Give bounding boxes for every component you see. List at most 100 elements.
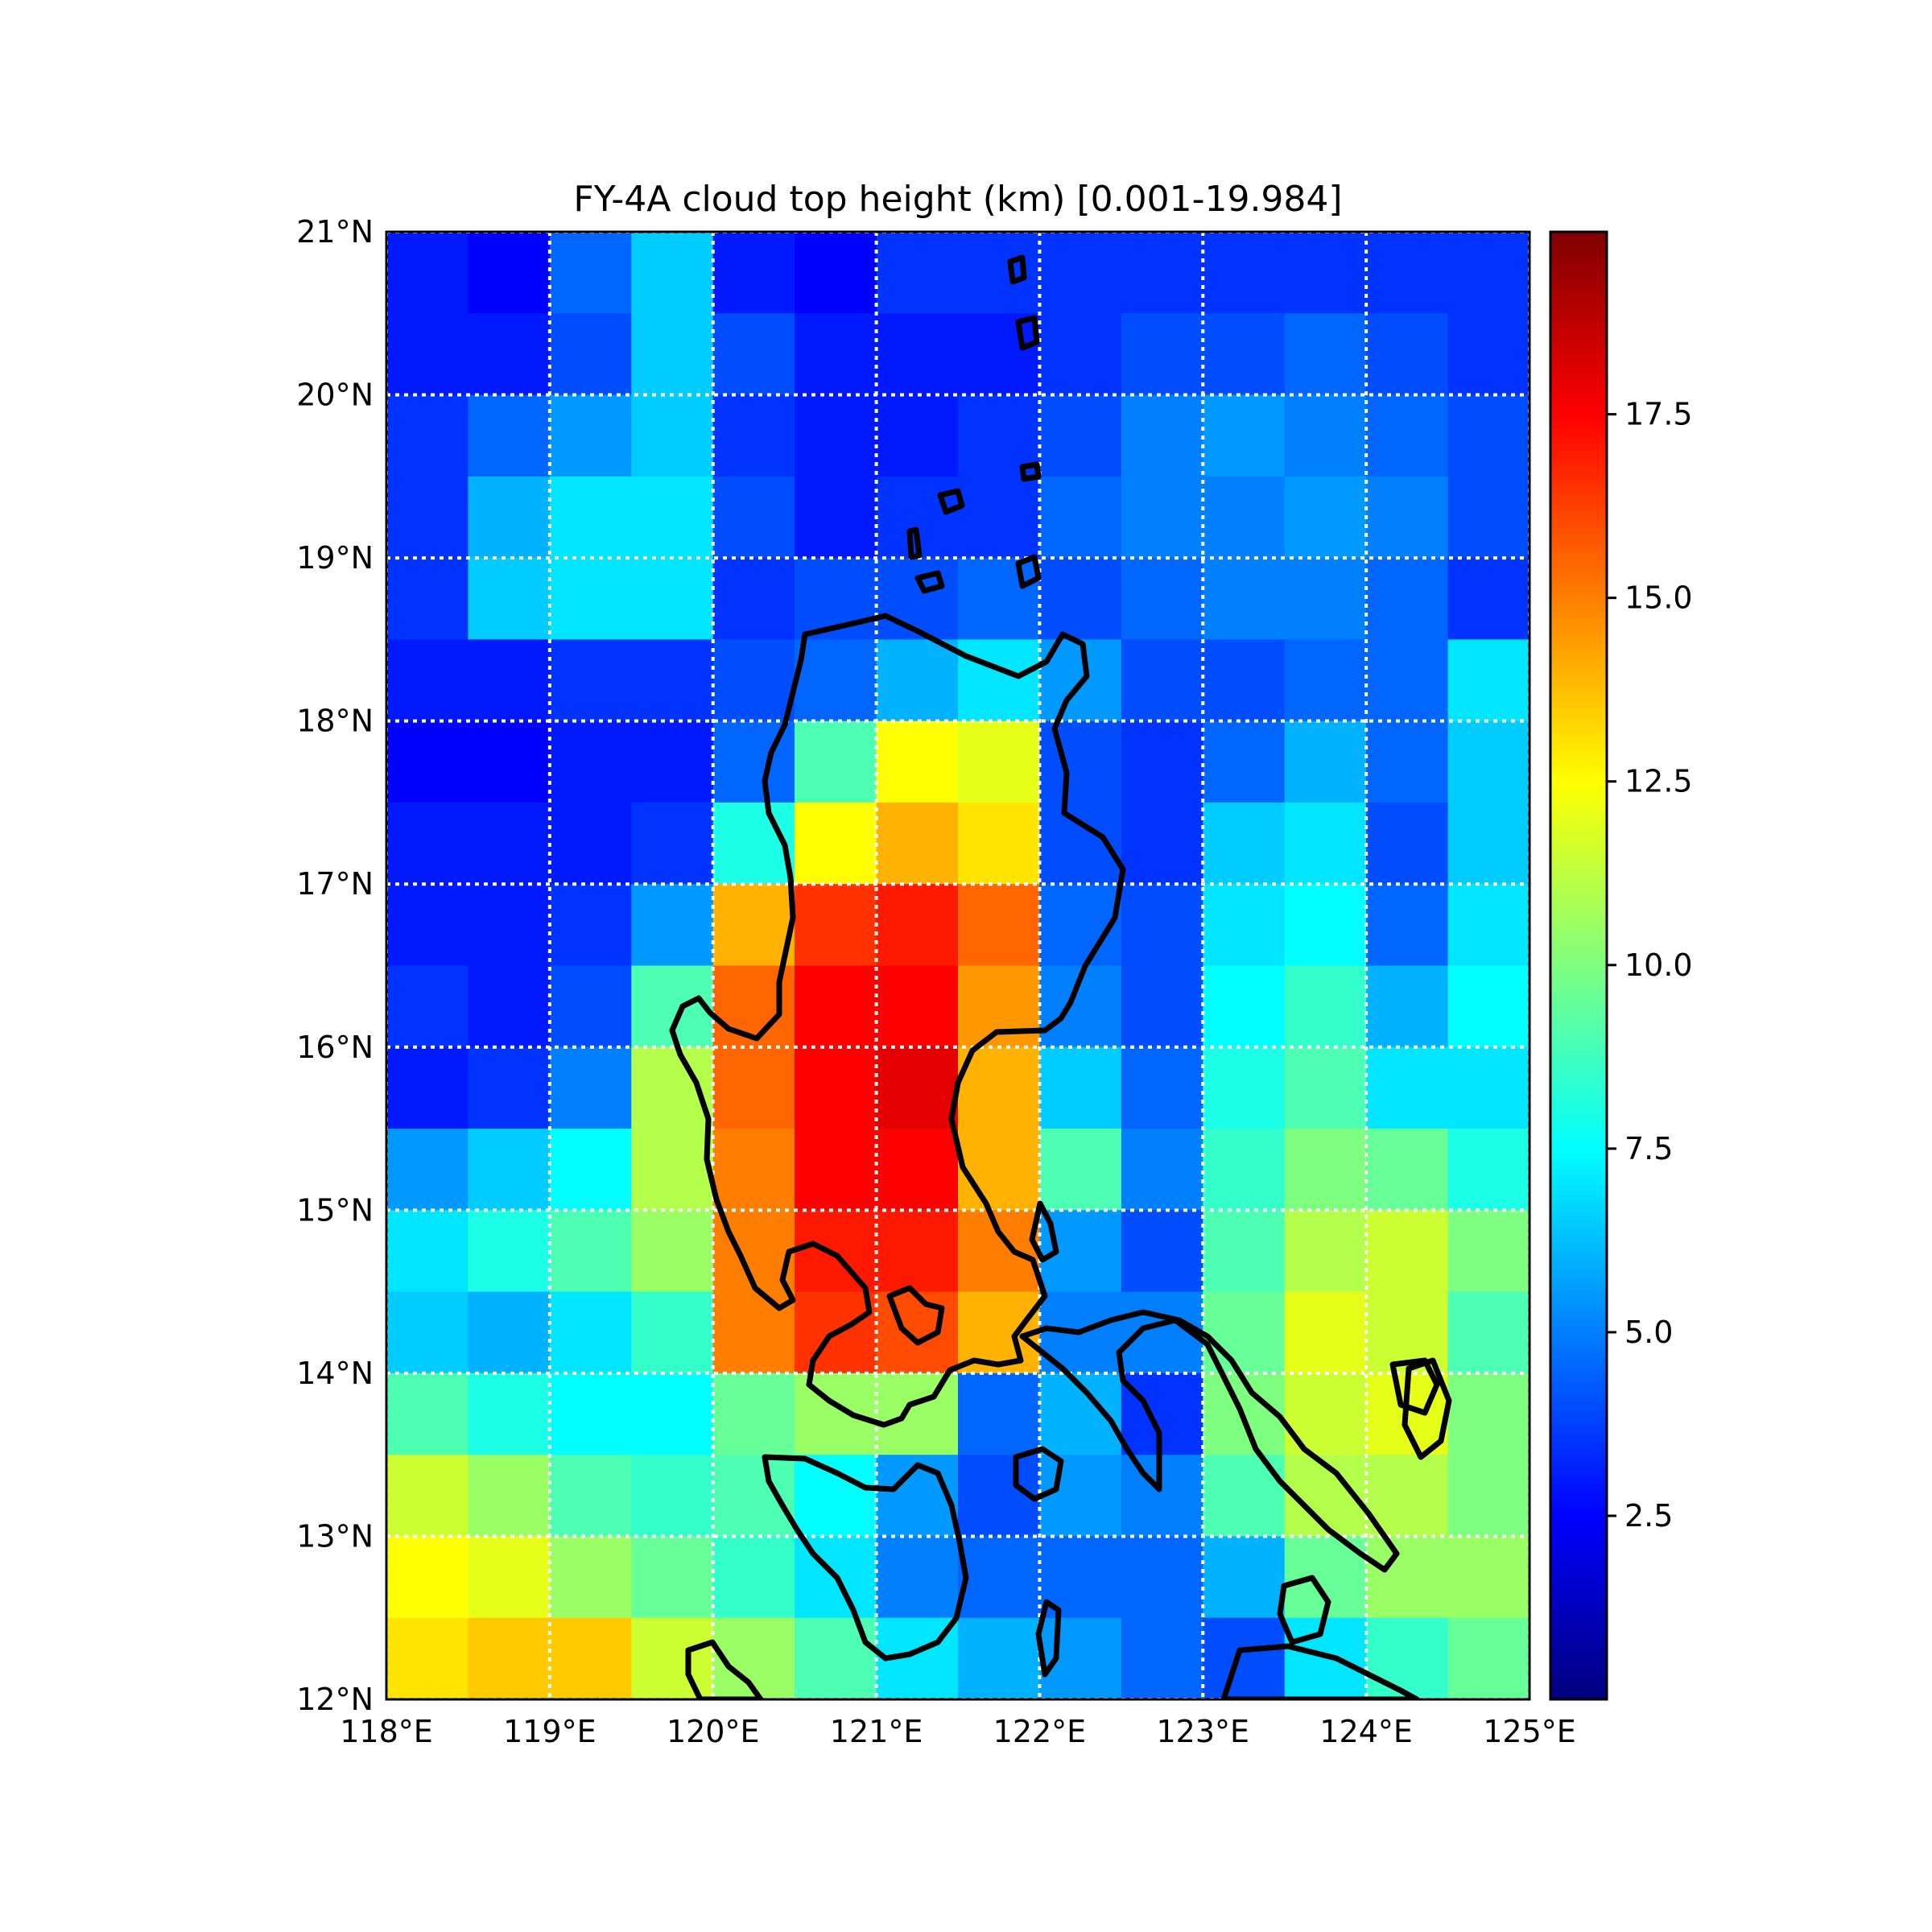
heat-cell	[1121, 965, 1203, 1048]
heat-cell	[1039, 394, 1122, 477]
heat-cell	[1284, 1129, 1367, 1211]
heat-cell	[1121, 639, 1203, 722]
coastline-laguna-lake	[886, 1285, 945, 1346]
heat-cell	[1121, 232, 1203, 314]
heat-cell	[1121, 884, 1203, 967]
heat-cell	[795, 802, 877, 885]
heat-cell	[958, 639, 1040, 722]
heat-cell	[795, 1455, 877, 1538]
heat-cell	[468, 1210, 551, 1293]
heat-cell	[876, 1046, 959, 1129]
heat-cell	[876, 1291, 959, 1374]
heat-cell	[795, 884, 877, 967]
heat-cell	[1447, 639, 1530, 722]
heat-cell	[468, 313, 551, 396]
heat-cell	[712, 1455, 795, 1538]
heat-cell	[876, 313, 959, 396]
heat-cell	[1039, 313, 1122, 396]
heat-cell	[549, 1210, 632, 1293]
heat-cell	[1366, 1046, 1449, 1129]
heat-cell	[1203, 720, 1286, 803]
heat-cell	[468, 884, 551, 967]
heat-cell	[468, 1536, 551, 1619]
heat-cell	[1284, 1291, 1367, 1374]
heat-cell	[1447, 1129, 1530, 1211]
heat-cell	[386, 802, 469, 885]
heat-cell	[795, 394, 877, 477]
map-plot-area	[386, 232, 1530, 1699]
heat-cell	[631, 313, 714, 396]
x-tick-label: 119°E	[503, 1714, 597, 1749]
y-tick-label: 19°N	[296, 540, 374, 576]
coastline-calamian	[685, 1639, 764, 1699]
heat-cell	[1447, 1455, 1530, 1538]
heat-cell	[468, 802, 551, 885]
heat-cell	[631, 802, 714, 885]
heat-cell	[1366, 802, 1449, 885]
heat-cell	[1447, 394, 1530, 477]
colorbar-tick-label: 10.0	[1624, 947, 1693, 983]
y-tick-label: 20°N	[296, 378, 374, 413]
heat-cell	[1366, 1536, 1449, 1619]
heat-cell	[468, 1617, 551, 1699]
heat-cell	[386, 232, 469, 314]
heat-cell	[958, 1373, 1040, 1455]
heat-cell	[712, 1536, 795, 1619]
heat-cell	[1039, 1455, 1122, 1538]
heat-cell	[1039, 476, 1122, 559]
heat-cell	[958, 1210, 1040, 1293]
heat-cell	[712, 232, 795, 314]
heat-cell	[795, 1617, 877, 1699]
heat-cell	[795, 313, 877, 396]
heat-cell	[1366, 884, 1449, 967]
heat-cell	[631, 1210, 714, 1293]
heat-cell	[1203, 313, 1286, 396]
gridlines	[386, 232, 1530, 1699]
heat-cell	[386, 476, 469, 559]
heat-cell	[1121, 1617, 1203, 1699]
heat-cell	[876, 965, 959, 1048]
heat-cell	[1284, 884, 1367, 967]
heat-cell	[876, 1210, 959, 1293]
heat-cell	[876, 884, 959, 967]
heat-cell	[876, 639, 959, 722]
coastline-babuyan-1	[937, 488, 965, 515]
y-tick-label: 17°N	[296, 866, 374, 902]
heat-cell	[1284, 965, 1367, 1048]
heat-cell	[468, 476, 551, 559]
heat-cell	[386, 1617, 469, 1699]
coastline-camiguin	[906, 526, 923, 560]
coastline-babuyan-2	[914, 570, 945, 594]
heat-cell	[958, 1046, 1040, 1129]
heat-cell	[1366, 1455, 1449, 1538]
heat-cell	[1284, 476, 1367, 559]
heat-cell	[1447, 476, 1530, 559]
heat-cell	[1121, 1373, 1203, 1455]
heat-cell	[712, 476, 795, 559]
heat-cell	[1121, 1046, 1203, 1129]
heat-cell	[1447, 1291, 1530, 1374]
heat-cell	[468, 558, 551, 640]
heat-cell	[1121, 802, 1203, 885]
heat-cell	[958, 394, 1040, 477]
heat-cell	[549, 1046, 632, 1129]
heat-cell	[386, 720, 469, 803]
heat-cell	[631, 476, 714, 559]
heat-cell	[958, 476, 1040, 559]
heat-cell	[1366, 639, 1449, 722]
heat-cell	[1203, 965, 1286, 1048]
heat-cell	[876, 1129, 959, 1211]
heat-cell	[631, 1373, 714, 1455]
heat-cell	[549, 232, 632, 314]
coastline-batanes-3	[1019, 461, 1042, 482]
heat-cell	[795, 232, 877, 314]
heat-cell	[795, 720, 877, 803]
heat-cell	[876, 558, 959, 640]
y-axis-ticks: 12°N 13°N 14°N 15°N 16°N 17°N 18°N 19°N 20°N 21°N	[296, 214, 374, 1717]
heat-cell	[712, 639, 795, 722]
heat-cell	[958, 313, 1040, 396]
x-tick-label: 125°E	[1483, 1714, 1576, 1749]
heat-cell	[549, 802, 632, 885]
heat-cell	[386, 1291, 469, 1374]
heat-cell	[631, 1455, 714, 1538]
